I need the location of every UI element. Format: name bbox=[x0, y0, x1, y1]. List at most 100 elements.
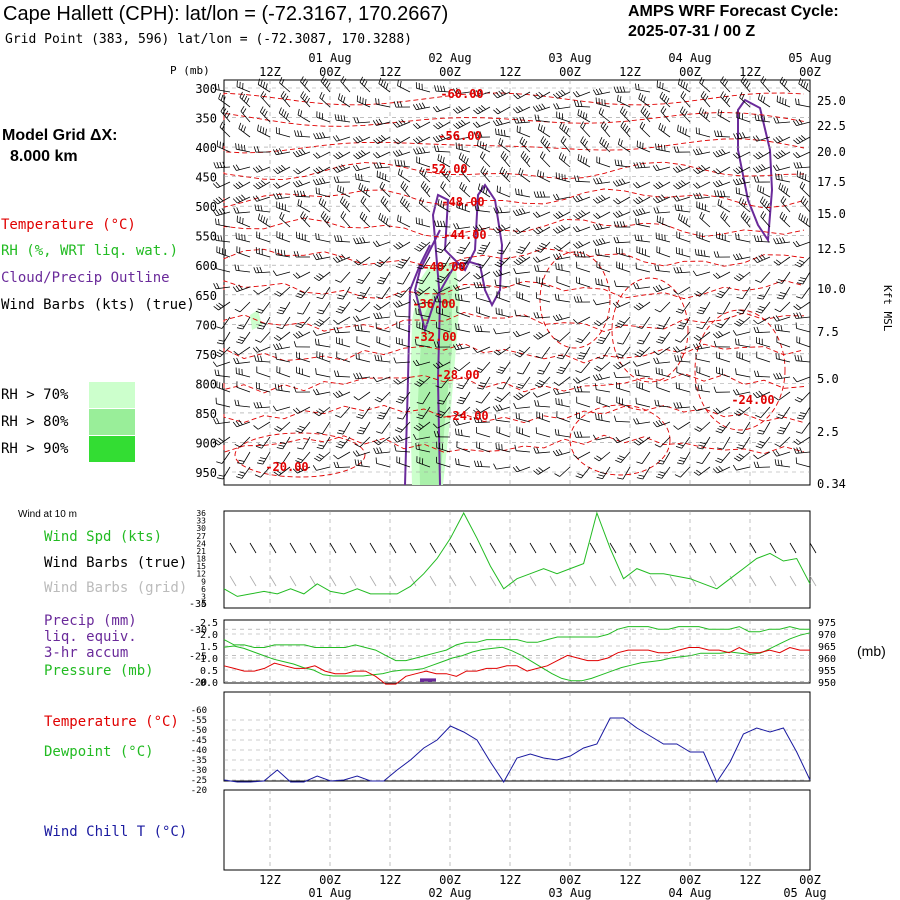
wind-barb-feather bbox=[239, 216, 241, 223]
wind-barb-feather bbox=[735, 253, 740, 260]
wind-barb-feather bbox=[636, 162, 640, 169]
wind-barb bbox=[359, 216, 371, 228]
wind-barb-feather bbox=[455, 133, 460, 140]
wind-barb-feather bbox=[534, 265, 537, 272]
wind-barb-feather bbox=[615, 459, 621, 463]
wind-barb bbox=[557, 211, 571, 219]
wind-barb-feather bbox=[576, 385, 580, 392]
wind-barb bbox=[238, 346, 251, 356]
wind-barb-feather bbox=[516, 251, 523, 254]
wind-barb-feather bbox=[326, 217, 331, 224]
height-tick-label: 0.34 bbox=[817, 477, 846, 491]
wind-barb-feather bbox=[613, 86, 617, 93]
windchill-tick-label: -40 bbox=[191, 746, 207, 756]
wind-barb bbox=[440, 171, 451, 183]
wind-barb-feather bbox=[513, 268, 517, 274]
wind-barb bbox=[496, 271, 511, 277]
wind-barb-feather bbox=[414, 383, 420, 387]
wind-barb bbox=[556, 196, 571, 201]
windchill-panel-frame bbox=[223, 789, 811, 871]
wind-barb-feather bbox=[742, 213, 747, 219]
wind-barb-feather bbox=[398, 149, 403, 155]
wind-barb-feather bbox=[673, 402, 677, 409]
wind-barb-feather bbox=[218, 92, 221, 99]
wind-barb-feather bbox=[782, 237, 786, 243]
wind-barb-feather bbox=[804, 200, 809, 207]
wind-barb-feather bbox=[392, 302, 398, 308]
wind-barb-feather bbox=[553, 214, 558, 219]
wind-barb-feather bbox=[316, 447, 323, 450]
surface-wind-barb bbox=[669, 542, 677, 554]
wind-barb bbox=[257, 181, 271, 190]
wind-barb-feather bbox=[281, 79, 285, 85]
temperature-contour-loop bbox=[611, 277, 689, 383]
wind-barb bbox=[657, 196, 671, 204]
wind-barb-feather bbox=[319, 91, 323, 98]
wind-barb-feather bbox=[742, 132, 746, 138]
wind-barb-feather bbox=[632, 210, 637, 216]
wind-barb-feather bbox=[542, 138, 547, 144]
contour-label: -24.00 bbox=[731, 393, 774, 407]
wind-barb-feather bbox=[362, 237, 366, 243]
wind-barb bbox=[516, 131, 531, 138]
wind-barb-feather bbox=[315, 152, 321, 158]
wind-barb bbox=[761, 436, 771, 449]
wind-barb-feather bbox=[302, 213, 306, 220]
wind-barb bbox=[395, 315, 411, 318]
wind-barb bbox=[738, 271, 751, 282]
wind-barb bbox=[376, 341, 391, 348]
wind-barb-feather bbox=[418, 103, 423, 109]
wind-barb-feather bbox=[582, 138, 586, 145]
wind-barb-feather bbox=[635, 209, 640, 216]
wind-barb bbox=[696, 133, 711, 138]
temperature-contour bbox=[223, 188, 805, 209]
wind-barb-feather bbox=[358, 294, 365, 297]
wind-barb-feather bbox=[220, 105, 225, 112]
surface-wind-barb bbox=[449, 542, 457, 554]
wind-barb bbox=[779, 301, 791, 313]
wind-barb-feather bbox=[598, 413, 600, 420]
wind-barb-feather bbox=[677, 327, 683, 330]
wind-barb-feather bbox=[658, 181, 664, 187]
height-tick-label: 5.0 bbox=[817, 372, 839, 386]
wind-barb-feather bbox=[736, 455, 742, 460]
wind-barb-feather bbox=[257, 213, 261, 220]
wind-barb-feather bbox=[574, 175, 577, 182]
wind-barb-feather bbox=[633, 306, 639, 311]
wind-barb-feather bbox=[760, 95, 763, 102]
wind-barb-feather bbox=[780, 459, 783, 466]
wind-barb-feather bbox=[212, 210, 217, 216]
wind-barb bbox=[435, 225, 451, 228]
wind-barb-feather bbox=[259, 126, 262, 133]
wind-barb-feather bbox=[613, 199, 619, 205]
wind-barb-feather bbox=[278, 343, 283, 349]
wind-barb-feather bbox=[778, 429, 785, 432]
wind-barb bbox=[796, 316, 811, 319]
wind-barb bbox=[396, 165, 411, 168]
wind-barb-feather bbox=[238, 419, 243, 425]
wind-barb-feather bbox=[596, 320, 602, 325]
wind-barb-feather bbox=[572, 226, 578, 233]
wind-barb bbox=[696, 406, 711, 412]
grid-wind-barb bbox=[509, 575, 517, 587]
wind-barb-feather bbox=[518, 349, 525, 354]
wind-barb-feather bbox=[397, 79, 399, 86]
wind-barb bbox=[276, 196, 291, 200]
wind-barb-feather bbox=[518, 392, 524, 397]
wind-barb-feather bbox=[297, 447, 304, 450]
wind-barb bbox=[362, 421, 371, 435]
wind-barb-feather bbox=[460, 294, 463, 301]
wind-barb-feather bbox=[498, 137, 501, 144]
top-hour-label: 00Z bbox=[679, 65, 701, 79]
wind-barb bbox=[797, 151, 811, 159]
wind-barb-feather bbox=[443, 220, 446, 227]
wind-barb-feather bbox=[480, 185, 483, 192]
wind-barb bbox=[498, 346, 511, 356]
wind-barb-feather bbox=[378, 77, 382, 84]
wind-barb-feather bbox=[256, 146, 260, 153]
wind-barb bbox=[762, 286, 771, 300]
wind-barb-feather bbox=[762, 198, 766, 205]
wind-barb bbox=[499, 256, 511, 268]
wind-barb bbox=[318, 406, 331, 417]
wind-barb-feather bbox=[479, 416, 483, 423]
